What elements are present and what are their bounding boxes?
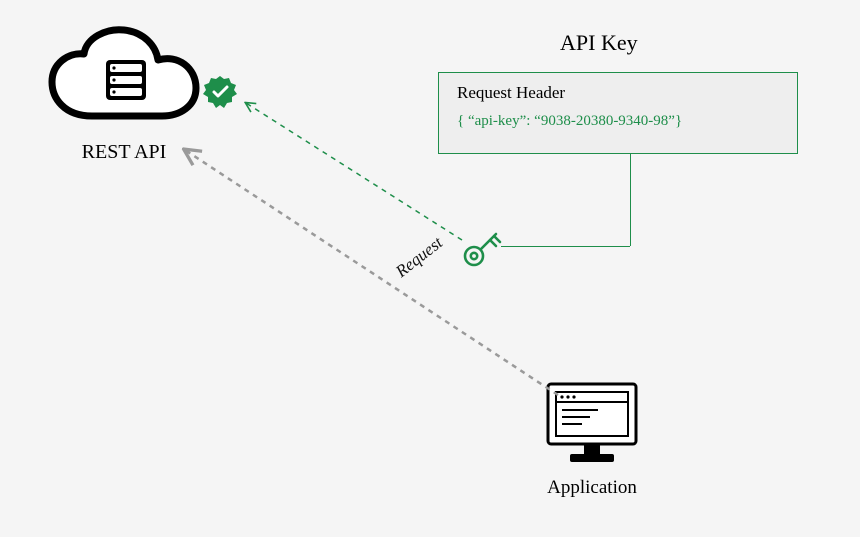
- request-edge-label: Request: [392, 233, 447, 282]
- request-header-box: Request Header { “api-key”: “9038-20380-…: [438, 72, 798, 154]
- diagram-canvas: REST API API Key Request Header { “api-k…: [0, 0, 860, 537]
- api-key-title: API Key: [560, 30, 638, 56]
- verified-badge-icon: [203, 75, 237, 109]
- cloud-server-icon: [44, 24, 204, 132]
- request-header-payload: { “api-key”: “9038-20380-9340-98”}: [457, 113, 783, 130]
- key-icon: [460, 228, 504, 272]
- request-arrow-green: [246, 103, 462, 240]
- application-node: Application: [537, 380, 647, 499]
- application-label: Application: [537, 477, 647, 499]
- connector-horizontal: [501, 246, 630, 247]
- monitor-icon: [542, 380, 642, 466]
- request-header-title: Request Header: [457, 83, 783, 103]
- request-arrow-gray: [185, 150, 558, 395]
- rest-api-label: REST API: [44, 141, 204, 164]
- rest-api-node: REST API: [44, 24, 204, 164]
- connector-vertical: [630, 154, 631, 246]
